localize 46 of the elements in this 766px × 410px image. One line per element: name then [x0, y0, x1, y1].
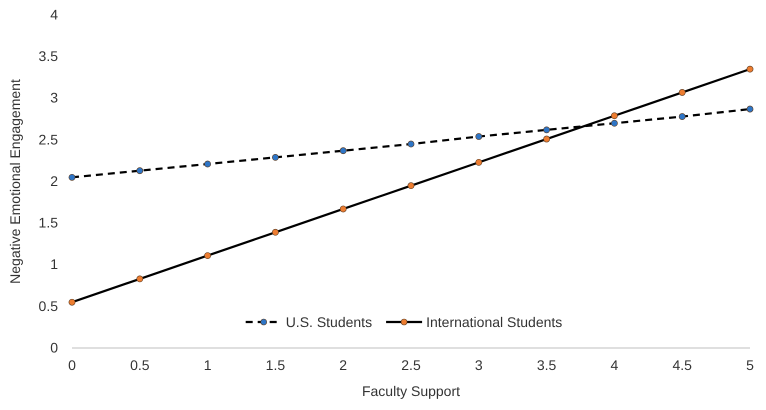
point: [272, 228, 279, 236]
y-tick-label: 2.5: [38, 131, 58, 148]
point: [204, 160, 211, 168]
point: [340, 147, 347, 154]
point: [611, 112, 618, 120]
point: [678, 89, 686, 96]
legend-label: International Students: [426, 314, 562, 330]
x-tick-label: 4: [610, 356, 618, 373]
point: [340, 206, 347, 212]
y-tick-label: 0: [50, 339, 58, 356]
x-tick-label: 1: [204, 356, 212, 373]
point: [136, 167, 144, 174]
x-tick-label: 3.5: [536, 356, 557, 373]
point: [408, 140, 414, 148]
x-tick-label: 2.5: [401, 356, 421, 373]
x-tick-label: 4.5: [672, 356, 692, 373]
x-tick-label: 1.5: [266, 356, 286, 373]
y-tick-label: 3: [50, 90, 58, 106]
point: [611, 120, 618, 127]
y-tick-label: 0.5: [38, 298, 58, 314]
point: [543, 136, 550, 142]
y-tick-label: 1.5: [38, 214, 58, 231]
point: [746, 106, 754, 112]
legend-label: U.S. Students: [286, 314, 372, 330]
x-tick-label: 5: [746, 356, 754, 373]
point: [136, 276, 144, 282]
y-axis-title: Negative Emotional Engagement: [7, 79, 23, 284]
point: [204, 252, 211, 259]
y-tick-label: 3.5: [38, 48, 58, 64]
point: [475, 158, 482, 166]
point: [408, 182, 414, 190]
y-tick-label: 2: [50, 172, 58, 189]
x-tick-label: 0: [68, 356, 76, 373]
point: [678, 113, 686, 120]
point: [272, 154, 279, 161]
point: [68, 298, 76, 306]
point: [746, 66, 754, 72]
y-tick-label: 4: [50, 6, 58, 22]
x-tick-label: 2: [339, 356, 348, 373]
point: [475, 133, 482, 140]
point: [68, 174, 76, 181]
x-tick-label: 0.5: [130, 356, 150, 373]
x-axis-title: Faculty Support: [362, 383, 460, 399]
y-tick-label: 1: [50, 256, 58, 272]
x-tick-label: 3: [474, 356, 483, 373]
point: [543, 126, 550, 134]
